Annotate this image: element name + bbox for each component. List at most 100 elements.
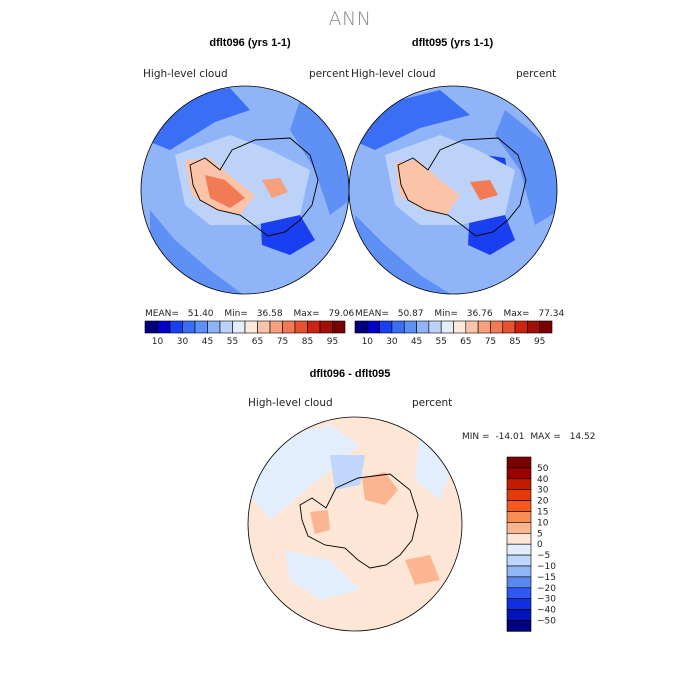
- panel3-min-value: -14.01: [495, 432, 525, 442]
- panel2-colorbar-swatch: [477, 320, 491, 334]
- panel2-colorbar-swatch: [354, 320, 368, 334]
- panel3-colorbar-tick-label: −40: [537, 606, 556, 616]
- panel1-warm-core: [262, 178, 288, 198]
- panel1-colorbar-tick-label: 10: [152, 337, 164, 347]
- panel2-colorbar-tick-label: 45: [411, 337, 422, 347]
- panel2-warm-core: [470, 180, 498, 200]
- panel1-map: [141, 86, 349, 294]
- panel1-colorbar-tick-label: 30: [177, 337, 189, 347]
- panel3-positive-region: [362, 472, 398, 505]
- panel3-colorbar-tick-label: 30: [537, 486, 549, 496]
- panel1-colorbar-tick-label: 95: [327, 337, 338, 347]
- panel3-negative-region: [330, 455, 365, 490]
- panel2-colorbar-swatch: [453, 320, 467, 334]
- panel2-colorbar-tick-label: 85: [509, 337, 520, 347]
- panel1-warm-core: [205, 175, 245, 208]
- panel2-colorbar-swatch: [490, 320, 504, 334]
- panel3-negative-region: [415, 430, 455, 500]
- panel2-colorbar-swatch: [379, 320, 393, 334]
- panel3-colorbar-tick-label: −5: [537, 551, 550, 561]
- panel2-colorbar-swatch: [367, 320, 380, 334]
- panel2-colorbar-swatch: [440, 320, 454, 334]
- panel1-colorbar-swatch: [319, 320, 333, 334]
- panel1-colorbar-swatch: [244, 320, 258, 334]
- panel1-dark-blue-region: [260, 210, 315, 255]
- panel1-colorbar-tick-label: 75: [277, 337, 288, 347]
- panel1-colorbar-swatch: [269, 320, 283, 334]
- panel1-coastline: [189, 137, 319, 237]
- panel3-stats: MIN = -14.01 MAX = 14.52: [462, 432, 595, 442]
- panel3-colorbar-tick-label: 50: [537, 464, 549, 474]
- panel3-colorbar-swatch: [506, 609, 532, 621]
- panel3-colorbar-tick-label: 20: [537, 497, 549, 507]
- panel3-colorbar-tick-label: −20: [537, 584, 556, 594]
- panel3-colorbar-tick-label: 40: [537, 475, 549, 485]
- panel3-colorbar-swatch: [506, 467, 532, 480]
- panel2-mean-value: 50.87: [397, 309, 424, 319]
- panel2-colorbar-tick-label: 65: [460, 337, 471, 347]
- panel2-colorbar-tick-label: 95: [534, 337, 545, 347]
- panel1-colorbar-swatch: [182, 320, 196, 334]
- panel2-variable-label: High-level cloud: [351, 68, 436, 80]
- panel2-stats: MEAN= 50.87 Min= 36.76 Max= 77.34: [355, 309, 564, 319]
- panel2-colorbar-swatch: [428, 320, 442, 334]
- panel3-map: [248, 417, 462, 631]
- panel3-colorbar-tick-label: 10: [537, 518, 549, 528]
- panel3-title: dflt096 - dflt095: [309, 368, 391, 380]
- panel2-colorbar-tick-label: 75: [485, 337, 496, 347]
- panel3-positive-region: [405, 555, 440, 585]
- panel3-colorbar-swatch: [506, 565, 532, 578]
- panel2-colorbar-swatch: [465, 320, 479, 334]
- panel3-max-value: 14.52: [569, 432, 596, 442]
- panel3-colorbar-tick-label: 15: [537, 508, 548, 518]
- panel1-colorbar-swatch: [332, 320, 346, 334]
- panel2-colorbar-swatch: [527, 320, 540, 334]
- panel1-colorbar-swatch: [282, 320, 296, 334]
- panel2-outline: [348, 85, 558, 295]
- panel2-colorbar-swatch: [502, 320, 516, 334]
- panel1-colorbar-swatch: [232, 320, 246, 334]
- panel3-colorbar-swatch: [506, 598, 532, 610]
- panel1-colorbar-tick-label: 55: [227, 337, 238, 347]
- panel2-min-value: 36.76: [466, 309, 493, 319]
- panel1-colorbar-swatch: [294, 320, 308, 334]
- panel2-colorbar-tick-label: 10: [362, 337, 374, 347]
- panel3-colorbar-swatch: [506, 489, 532, 501]
- panel3-colorbar-swatch: [506, 511, 532, 523]
- panel1-stats: MEAN= 51.40 Min= 36.58 Max= 79.06: [145, 309, 354, 319]
- panel3-units-label: percent: [412, 397, 453, 409]
- panel3-max-label: MAX =: [530, 432, 561, 442]
- panel2-colorbar-swatch: [391, 320, 405, 334]
- figure-title: ANN: [328, 8, 372, 30]
- panel2-min-label: Min=: [434, 309, 458, 319]
- panel3-colorbar-swatch: [506, 532, 532, 545]
- panel1-title: dflt096 (yrs 1-1): [209, 37, 291, 49]
- panel3-colorbar-swatch: [506, 500, 532, 512]
- panel2-units-label: percent: [516, 68, 557, 80]
- panel1-colorbar-swatch: [144, 320, 158, 334]
- panel3-colorbar-swatch: [506, 620, 532, 632]
- panel3-coastline: [299, 473, 419, 569]
- panel2-colorbar-swatch: [514, 320, 528, 334]
- panel3-min-label: MIN =: [462, 432, 490, 442]
- panel3-colorbar-tick-label: −15: [537, 573, 556, 583]
- panel1-min-value: 36.58: [256, 309, 283, 319]
- panel3-negative-region: [285, 550, 360, 600]
- panel2-max-label: Max=: [503, 309, 530, 319]
- panel2-colorbar-swatch: [539, 320, 553, 334]
- panel2-dark-blue-region: [495, 110, 557, 225]
- panel2-colorbar-swatch: [416, 320, 430, 334]
- panel2-mean-label: MEAN=: [355, 309, 389, 319]
- panel1-colorbar-swatch: [307, 320, 321, 334]
- panel3-colorbar-tick-label: −10: [537, 562, 556, 572]
- panel2-colorbar-swatch: [403, 320, 417, 334]
- panel2-coastline: [397, 137, 527, 237]
- panel3-colorbar-tick-label: −30: [537, 595, 556, 605]
- panel1-units-label: percent: [309, 68, 350, 80]
- panel2-colorbar-tick-label: 30: [386, 337, 398, 347]
- panel2-map: [349, 86, 557, 294]
- panel1-mean-value: 51.40: [187, 309, 214, 319]
- panel3-colorbar-swatch: [506, 587, 532, 599]
- panel1-dark-blue-region: [290, 100, 349, 215]
